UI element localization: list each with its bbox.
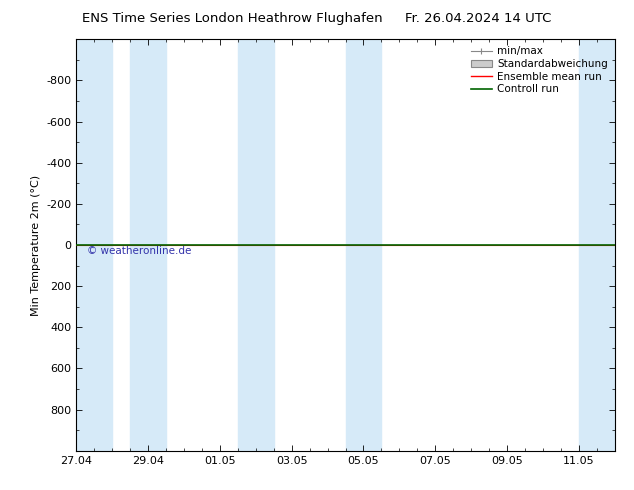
Text: © weatheronline.de: © weatheronline.de [87, 246, 191, 256]
Bar [346, 39, 382, 451]
Y-axis label: Min Temperature 2m (°C): Min Temperature 2m (°C) [30, 174, 41, 316]
Text: ENS Time Series London Heathrow Flughafen: ENS Time Series London Heathrow Flughafe… [82, 12, 383, 25]
Bar [238, 39, 274, 451]
Bar [579, 39, 615, 451]
Bar [76, 39, 112, 451]
Text: Fr. 26.04.2024 14 UTC: Fr. 26.04.2024 14 UTC [405, 12, 552, 25]
Legend: min/max, Standardabweichung, Ensemble mean run, Controll run: min/max, Standardabweichung, Ensemble me… [469, 45, 610, 97]
Bar [130, 39, 166, 451]
